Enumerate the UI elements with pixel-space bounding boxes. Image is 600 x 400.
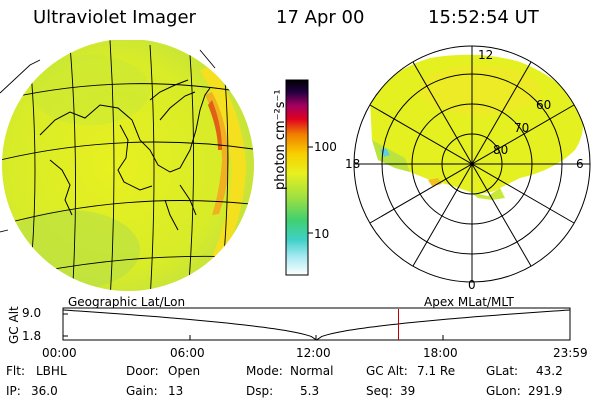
mode-label: Mode: [246, 364, 283, 378]
glat-value: 43.2 [536, 364, 563, 378]
polar-mlat-mlt-plot [353, 45, 591, 283]
door-value: Open [168, 364, 201, 378]
time-tick-2359: 23:59 [553, 346, 588, 360]
time-tick-1800: 18:00 [423, 346, 458, 360]
seq-value: 39 [400, 384, 416, 398]
mlat-label-80: 80 [493, 143, 509, 157]
gain-label: Gain: [126, 384, 158, 398]
flt-value: LBHL [36, 364, 67, 378]
colorbar-unit-label: photon cm⁻²s⁻¹ [273, 89, 288, 190]
mlt-label-12: 12 [478, 48, 494, 62]
time-label: 15:52:54 UT [428, 7, 539, 28]
apex-caption: Apex MLat/MLT [424, 295, 514, 309]
seq-label: Seq: [366, 384, 393, 398]
gc-alt-label: GC Alt: [366, 364, 408, 378]
altitude-curve [62, 309, 571, 341]
gc-alt-axis-label: GC Alt [7, 306, 21, 344]
door-label: Door: [126, 364, 159, 378]
mlat-label-70: 70 [514, 121, 530, 135]
time-tick-1200: 12:00 [296, 346, 331, 360]
ip-label: IP: [6, 384, 21, 398]
time-tick-0600: 06:00 [170, 346, 205, 360]
alt-ytick-low: 1.8 [22, 329, 42, 343]
dsp-label: Dsp: [246, 384, 274, 398]
dsp-value: 5.3 [300, 384, 320, 398]
mlt-label-0: 0 [468, 278, 476, 292]
geographic-globe-image [0, 40, 254, 291]
gc-alt-value: 7.1 Re [417, 364, 456, 378]
flt-label: Flt: [6, 364, 25, 378]
date-label: 17 Apr 00 [276, 7, 365, 28]
glon-label: GLon: [486, 384, 521, 398]
mlt-label-6: 6 [576, 157, 584, 171]
mlt-label-18: 18 [345, 157, 361, 171]
time-tick-0000: 00:00 [42, 346, 77, 360]
colorbar-tick-10: 10 [314, 227, 330, 241]
alt-ytick-high: 9.0 [22, 306, 42, 320]
altitude-timeline [62, 307, 571, 341]
geographic-caption: Geographic Lat/Lon [68, 295, 186, 309]
glat-label: GLat: [486, 364, 519, 378]
colorbar-tick-100: 100 [314, 140, 337, 154]
glon-value: 291.9 [528, 384, 563, 398]
mode-value: Normal [290, 364, 334, 378]
instrument-title: Ultraviolet Imager [33, 7, 196, 28]
mlat-label-60: 60 [536, 98, 552, 112]
ip-value: 36.0 [31, 384, 58, 398]
colorbar [285, 79, 313, 276]
gain-value: 13 [168, 384, 184, 398]
